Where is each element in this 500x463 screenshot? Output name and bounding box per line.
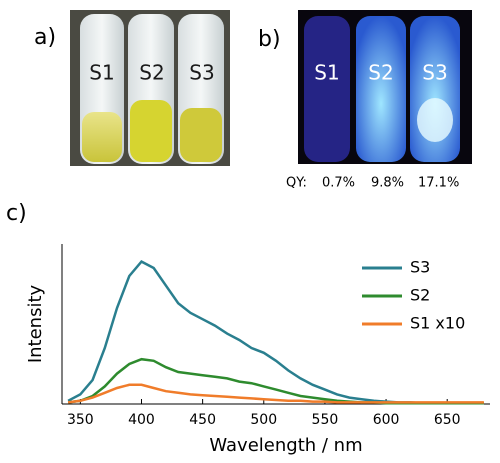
x-tick-label: 600 [373, 412, 400, 428]
tube-label: S2 [139, 61, 164, 85]
qy-label: QY: [286, 176, 307, 191]
panel-label: a) [34, 25, 56, 50]
x-tick-label: 550 [312, 412, 339, 428]
tube-label: S1 [314, 61, 339, 85]
series-line [67, 357, 484, 405]
panel-label: b) [258, 27, 281, 52]
panel-label: c) [6, 201, 27, 226]
x-axis-title: Wavelength / nm [209, 435, 362, 456]
qy-value: 17.1% [418, 176, 459, 191]
x-tick-label: 500 [250, 412, 277, 428]
series-line [67, 383, 484, 404]
y-axis-title: Intensity [25, 284, 46, 363]
x-tick-label: 400 [128, 412, 155, 428]
x-tick-label: 350 [67, 412, 94, 428]
qy-value: 0.7% [322, 176, 355, 191]
qy-value: 9.8% [371, 176, 404, 191]
tubes-b [304, 16, 460, 162]
x-tick-label: 650 [434, 412, 461, 428]
x-tick-label: 450 [189, 412, 216, 428]
tubes-a [80, 14, 224, 164]
tube-label: S2 [368, 61, 393, 85]
legend-label: S1 x10 [410, 314, 465, 333]
tube-label: S3 [422, 61, 447, 85]
tube-label: S1 [89, 61, 114, 85]
plot: 350 400 450 500 550 600 650 Wavelength / nm Inte… [25, 244, 490, 456]
legend-label: S3 [410, 258, 430, 277]
legend-label: S2 [410, 286, 430, 305]
tube-label: S3 [189, 61, 214, 85]
